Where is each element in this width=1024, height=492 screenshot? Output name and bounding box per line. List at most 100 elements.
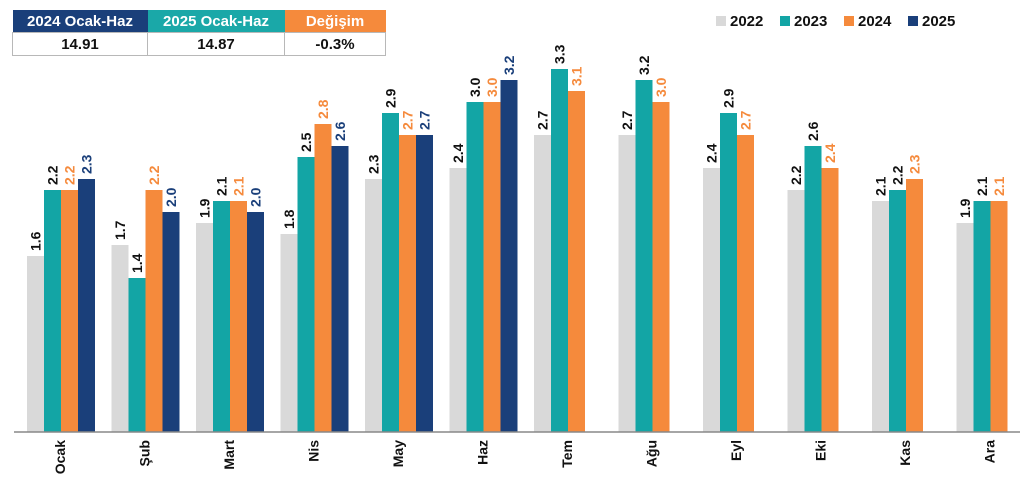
value-label-2023-2: 2.1 [214, 176, 230, 196]
value-label-2024-2: 2.1 [231, 176, 247, 196]
category-label-9: Eki [813, 440, 829, 461]
bar-2022-10 [872, 201, 889, 432]
value-label-2024-5: 3.0 [484, 77, 500, 97]
value-label-2022-6: 2.7 [535, 110, 551, 130]
category-label-8: Eyl [728, 440, 744, 461]
legend-swatch-2025 [908, 16, 918, 26]
value-label-2023-4: 2.9 [383, 88, 399, 108]
value-label-2024-9: 2.4 [822, 143, 838, 163]
legend-swatch-2022 [716, 16, 726, 26]
bar-2024-2 [230, 201, 247, 432]
value-label-2024-6: 3.1 [569, 66, 585, 86]
bar-2022-8 [703, 168, 720, 432]
value-label-2024-7: 3.0 [653, 77, 669, 97]
legend-swatch-2023 [780, 16, 790, 26]
summary-header-2024: 2024 Ocak-Haz [12, 10, 148, 33]
summary-header-change: Değişim [284, 10, 386, 33]
value-label-2023-9: 2.6 [805, 121, 821, 141]
bar-2024-10 [906, 179, 923, 432]
value-label-2022-4: 2.3 [366, 154, 382, 174]
bar-2022-0 [27, 256, 44, 432]
category-label-2: Mart [221, 440, 237, 470]
bar-2025-3 [331, 146, 349, 432]
legend-label-2023: 2023 [794, 13, 827, 30]
value-label-2025-5: 3.2 [501, 55, 517, 75]
summary-value-2024: 14.91 [12, 32, 148, 56]
value-label-2023-1: 1.4 [129, 253, 145, 273]
bar-2023-9 [804, 146, 822, 432]
category-label-5: Haz [475, 440, 491, 465]
value-label-2022-9: 2.2 [788, 165, 804, 185]
bar-2023-7 [635, 80, 653, 432]
bar-2024-0 [61, 190, 78, 432]
bar-2024-8 [737, 135, 754, 432]
bar-2023-5 [466, 102, 484, 432]
bar-2024-9 [821, 168, 839, 432]
bar-2025-0 [78, 179, 95, 432]
bar-2023-3 [297, 157, 315, 432]
bar-2024-4 [399, 135, 416, 432]
bar-2025-4 [416, 135, 433, 432]
category-label-7: Ağu [644, 440, 660, 467]
bar-2023-0 [44, 190, 61, 432]
bar-2023-11 [973, 201, 991, 432]
chart-legend: 2022 2023 2024 2025 [716, 13, 955, 30]
summary-table: 2024 Ocak-Haz 2025 Ocak-Haz Değişim 14.9… [12, 10, 386, 56]
value-label-2025-4: 2.7 [417, 110, 433, 130]
bar-2022-2 [196, 223, 213, 432]
category-label-3: Nis [306, 440, 322, 462]
legend-swatch-2024 [844, 16, 854, 26]
value-label-2023-5: 3.0 [467, 77, 483, 97]
bar-2024-1 [145, 190, 163, 432]
bar-2022-7 [618, 135, 636, 432]
category-label-6: Tem [559, 440, 575, 468]
summary-value-change: -0.3% [284, 32, 386, 56]
value-label-2025-1: 2.0 [163, 187, 179, 207]
bar-2022-6 [534, 135, 551, 432]
category-label-10: Kas [897, 440, 913, 466]
category-label-4: May [390, 440, 406, 467]
bar-2023-6 [551, 69, 568, 432]
summary-header-row: 2024 Ocak-Haz 2025 Ocak-Haz Değişim [12, 10, 386, 33]
value-label-2022-3: 1.8 [281, 209, 297, 229]
value-label-2023-3: 2.5 [298, 132, 314, 152]
value-label-2022-11: 1.9 [957, 198, 973, 218]
value-label-2023-0: 2.2 [45, 165, 61, 185]
value-label-2025-0: 2.3 [79, 154, 95, 174]
bar-2022-11 [956, 223, 974, 432]
value-label-2024-1: 2.2 [146, 165, 162, 185]
bar-2024-11 [990, 201, 1008, 432]
category-label-1: Şub [137, 440, 153, 466]
value-label-2022-10: 2.1 [873, 176, 889, 196]
value-label-2024-10: 2.3 [907, 154, 923, 174]
category-label-0: Ocak [52, 440, 68, 474]
value-label-2025-3: 2.6 [332, 121, 348, 141]
bar-2023-2 [213, 201, 230, 432]
legend-label-2022: 2022 [730, 13, 763, 30]
value-label-2022-0: 1.6 [28, 231, 44, 251]
value-label-2022-7: 2.7 [619, 110, 635, 130]
bar-2024-3 [314, 124, 332, 432]
chart-bars [27, 69, 1008, 432]
bar-2022-3 [280, 234, 298, 432]
value-label-2023-7: 3.2 [636, 55, 652, 75]
bar-2023-1 [128, 278, 146, 432]
value-label-2023-6: 3.3 [552, 44, 568, 64]
value-label-2024-11: 2.1 [991, 176, 1007, 196]
value-label-2023-11: 2.1 [974, 176, 990, 196]
value-label-2023-10: 2.2 [890, 165, 906, 185]
bar-2024-7 [652, 102, 670, 432]
value-label-2022-5: 2.4 [450, 143, 466, 163]
bar-2024-6 [568, 91, 585, 432]
bar-2023-4 [382, 113, 399, 432]
bar-2024-5 [483, 102, 501, 432]
value-label-2024-3: 2.8 [315, 99, 331, 119]
value-label-2022-2: 1.9 [197, 198, 213, 218]
value-label-2024-8: 2.7 [738, 110, 754, 130]
value-label-2022-1: 1.7 [112, 220, 128, 240]
chart-value-labels: 1.62.2 2.22.31.71.42.22.01.92.1 2.12.01.82… [28, 44, 1008, 273]
bar-2023-10 [889, 190, 906, 432]
category-label-11: Ara [982, 440, 998, 464]
bar-2022-5 [449, 168, 467, 432]
summary-value-2025: 14.87 [147, 32, 285, 56]
